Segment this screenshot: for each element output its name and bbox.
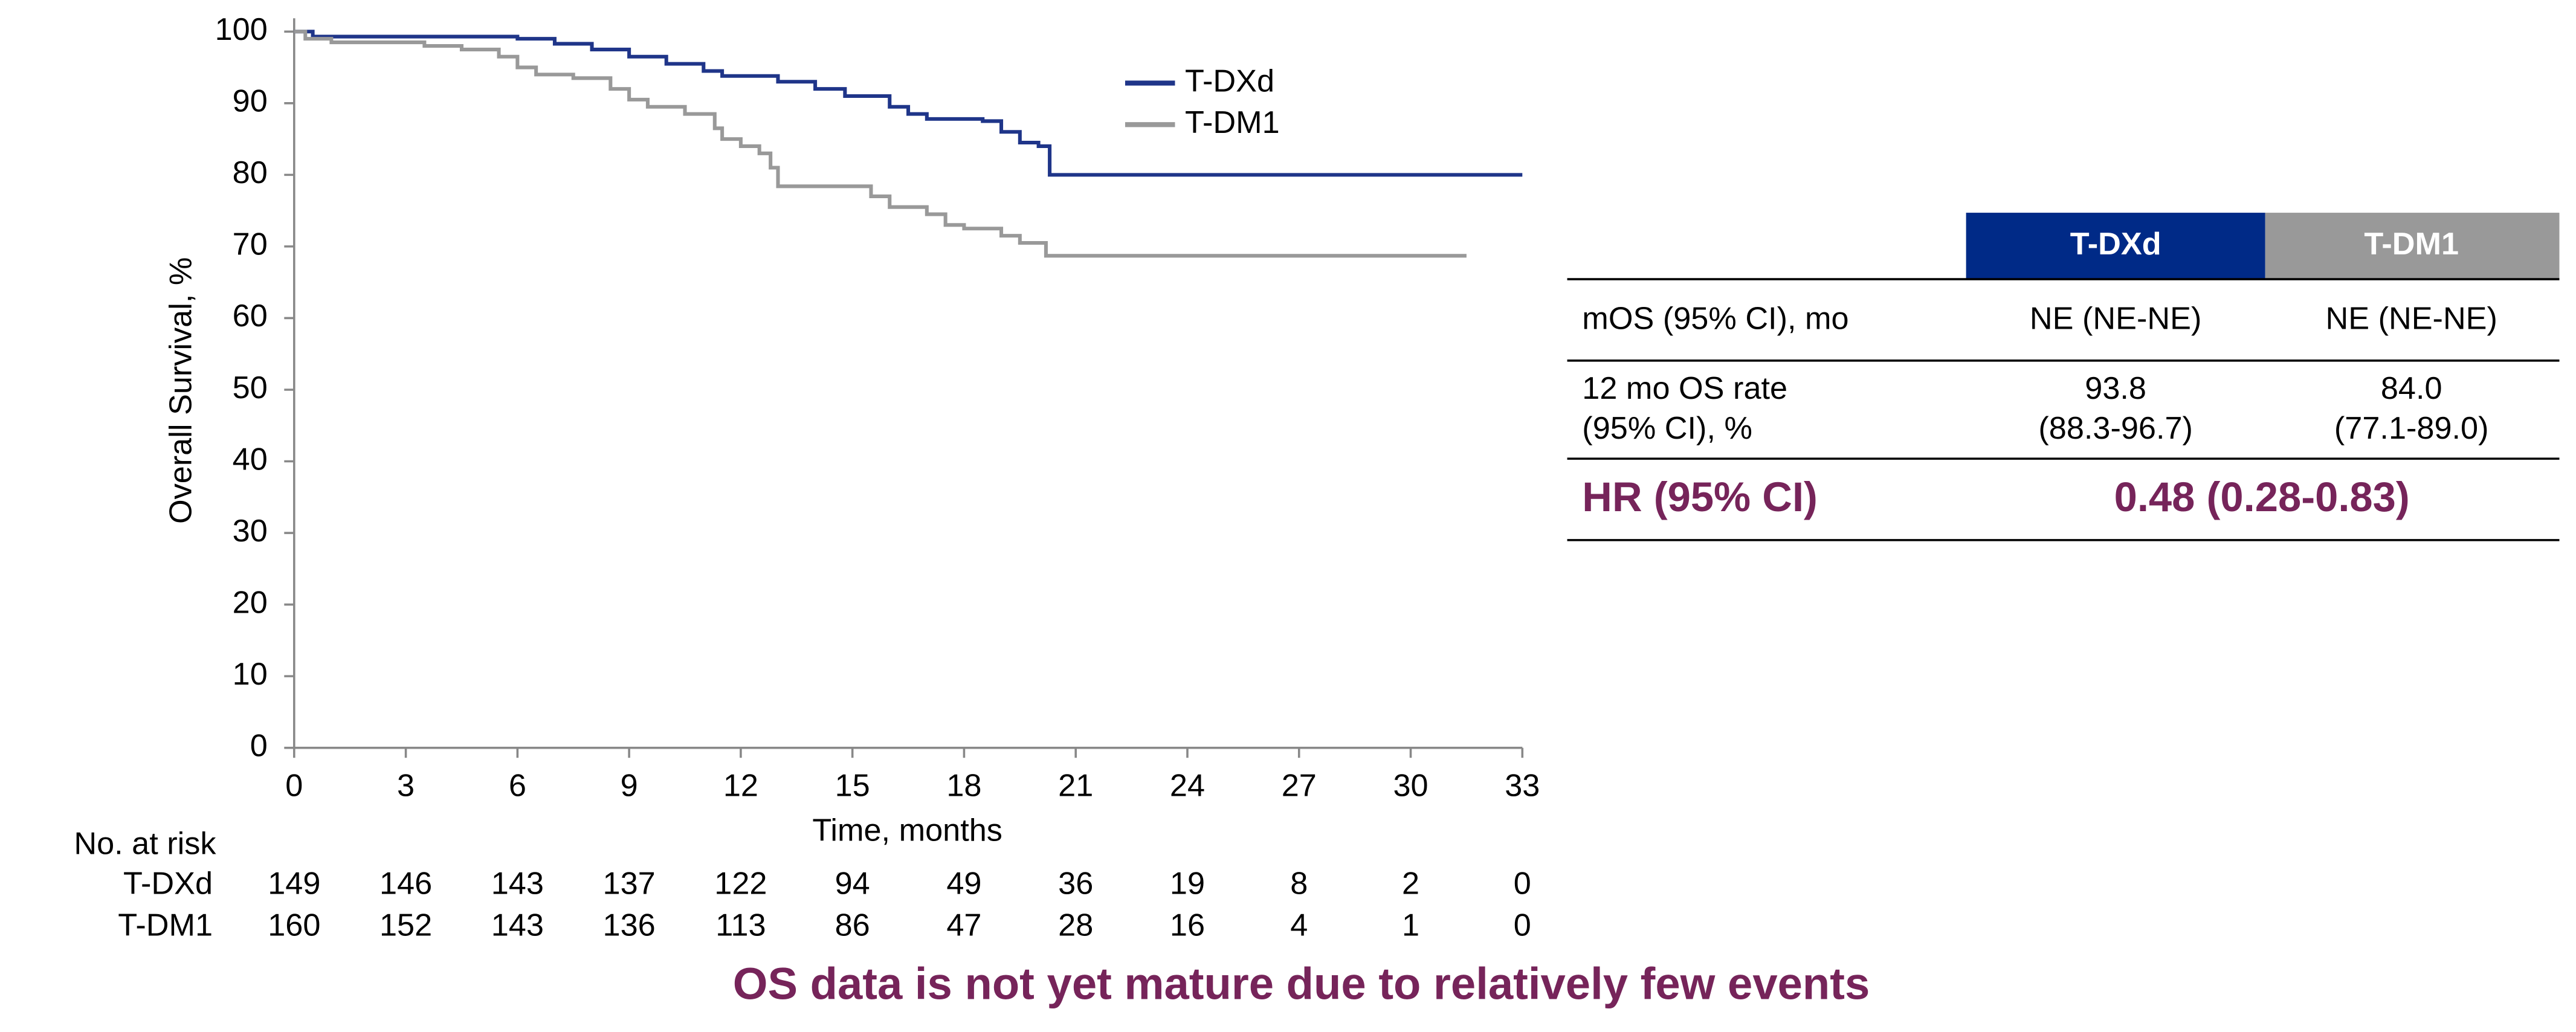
table-cell: 12 mo OS rate	[1582, 371, 1787, 406]
survival-curve	[294, 30, 1467, 258]
y-tick-label: 20	[233, 585, 268, 620]
risk-count: 149	[268, 866, 320, 901]
hr-value: 0.48 (0.28-0.83)	[2114, 474, 2410, 520]
x-tick-label: 18	[946, 768, 981, 803]
table-header-bg	[1966, 213, 2265, 280]
y-tick-label: 30	[233, 514, 268, 549]
x-axis-label: Time, months	[812, 813, 1002, 848]
risk-count: 143	[491, 908, 544, 943]
legend-label: T-DXd	[1185, 63, 1274, 98]
x-tick-label: 3	[397, 768, 415, 803]
x-tick-label: 24	[1170, 768, 1205, 803]
x-tick-label: 33	[1505, 768, 1540, 803]
y-tick-label: 100	[215, 12, 268, 47]
hr-label: HR (95% CI)	[1582, 474, 1818, 520]
risk-count: 16	[1170, 908, 1205, 943]
x-tick-label: 0	[285, 768, 303, 803]
risk-count: 136	[603, 908, 656, 943]
risk-count: 143	[491, 866, 544, 901]
y-tick-label: 0	[250, 728, 268, 763]
table-cell: (95% CI), %	[1582, 411, 1752, 446]
risk-count: 0	[1514, 908, 1531, 943]
risk-count: 47	[946, 908, 981, 943]
risk-count: 122	[714, 866, 767, 901]
risk-count: 1	[1402, 908, 1419, 943]
y-tick-label: 40	[233, 442, 268, 477]
x-tick-label: 6	[509, 768, 526, 803]
table-header: T-DXd	[2070, 227, 2161, 262]
risk-count: 86	[835, 908, 870, 943]
risk-count: 36	[1058, 866, 1093, 901]
legend-label: T-DM1	[1185, 105, 1280, 140]
y-tick-label: 60	[233, 298, 268, 334]
risk-count: 137	[603, 866, 656, 901]
table-header-bg	[2265, 213, 2560, 280]
risk-row-label: T-DM1	[118, 908, 213, 943]
y-axis-label: Overall Survival, %	[163, 257, 198, 524]
risk-count: 94	[835, 866, 870, 901]
risk-count: 2	[1402, 866, 1419, 901]
survival-curve	[294, 30, 1523, 177]
x-tick-label: 12	[723, 768, 758, 803]
risk-count: 28	[1058, 908, 1093, 943]
risk-count: 152	[379, 908, 432, 943]
risk-count: 0	[1514, 866, 1531, 901]
risk-row-label: T-DXd	[123, 866, 213, 901]
x-tick-label: 9	[621, 768, 638, 803]
risk-count: 146	[379, 866, 432, 901]
table-cell: (88.3-96.7)	[2038, 411, 2193, 446]
x-tick-label: 30	[1393, 768, 1428, 803]
risk-count: 4	[1290, 908, 1308, 943]
y-tick-label: 90	[233, 84, 268, 119]
x-tick-label: 21	[1058, 768, 1093, 803]
table-cell: NE (NE-NE)	[2325, 302, 2497, 337]
table-cell: 84.0	[2381, 371, 2442, 406]
y-tick-label: 10	[233, 657, 268, 692]
x-tick-label: 27	[1282, 768, 1317, 803]
y-tick-label: 80	[233, 155, 268, 190]
y-tick-label: 70	[233, 227, 268, 262]
risk-count: 113	[715, 908, 766, 943]
risk-count: 49	[946, 866, 981, 901]
table-cell: mOS (95% CI), mo	[1582, 302, 1848, 337]
table-cell: (77.1-89.0)	[2334, 411, 2489, 446]
table-cell: NE (NE-NE)	[2030, 302, 2201, 337]
risk-count: 19	[1170, 866, 1205, 901]
risk-title: No. at risk	[74, 827, 216, 862]
y-tick-label: 50	[233, 370, 268, 405]
table-cell: 93.8	[2085, 371, 2146, 406]
risk-count: 160	[268, 908, 320, 943]
table-header: T-DM1	[2364, 227, 2459, 262]
footnote: OS data is not yet mature due to relativ…	[733, 958, 1870, 1008]
risk-count: 8	[1290, 866, 1308, 901]
x-tick-label: 15	[835, 768, 870, 803]
